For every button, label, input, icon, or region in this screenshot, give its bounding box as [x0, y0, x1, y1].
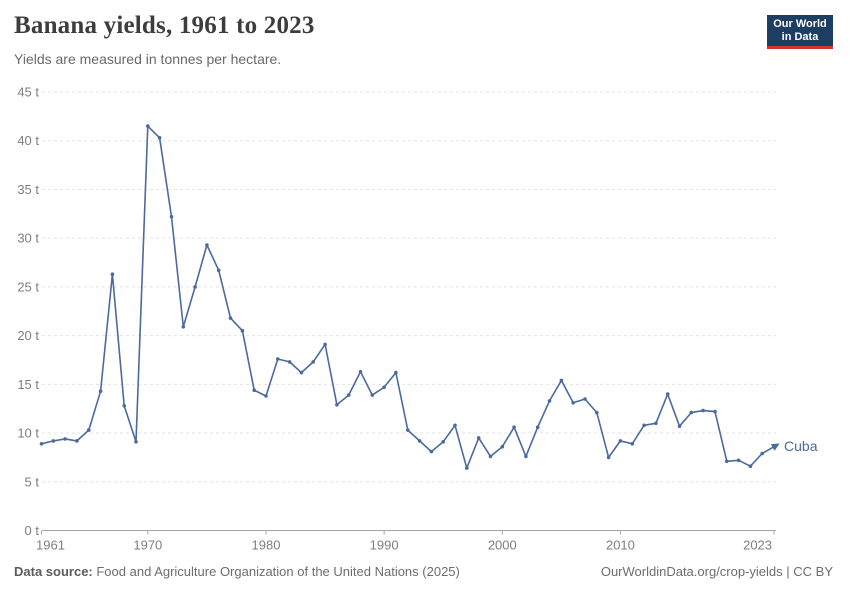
data-point[interactable]	[287, 360, 292, 364]
data-point[interactable]	[323, 342, 327, 347]
data-point[interactable]	[181, 325, 186, 329]
data-point[interactable]	[146, 124, 150, 128]
data-point[interactable]	[335, 403, 339, 407]
data-point[interactable]	[535, 425, 540, 430]
line-chart-plot[interactable]: 0 t 5 t 10 t 15 t 20 t 25 t 30 t 35 t 40 t 45 t 19…	[0, 78, 850, 560]
data-point[interactable]	[406, 428, 410, 432]
data-point[interactable]	[98, 389, 103, 394]
data-point[interactable]	[713, 409, 717, 414]
data-point[interactable]	[63, 437, 67, 441]
owid-logo[interactable]: Our World in Data	[767, 15, 833, 49]
footer-credit-link[interactable]: OurWorldinData.org/crop-yields | CC BY	[600, 564, 833, 579]
data-point[interactable]	[417, 439, 422, 443]
data-point[interactable]	[264, 394, 268, 398]
y-tick-label: 45 t	[17, 85, 39, 100]
data-point[interactable]	[524, 454, 528, 459]
chart-subtitle: Yields are measured in tonnes per hectar…	[14, 51, 282, 67]
data-point[interactable]	[476, 436, 481, 440]
x-tick-label: 2023	[743, 538, 772, 553]
data-point[interactable]	[394, 370, 398, 375]
x-tick-label: 2010	[606, 538, 635, 553]
data-point[interactable]	[512, 425, 516, 430]
data-point[interactable]	[110, 272, 115, 276]
owid-logo-line2: in Data	[781, 30, 819, 43]
data-point[interactable]	[701, 408, 705, 413]
data-point[interactable]	[311, 360, 316, 364]
data-point[interactable]	[571, 401, 575, 405]
data-point[interactable]	[559, 378, 564, 383]
y-tick-label: 20 t	[17, 328, 39, 343]
data-point[interactable]	[134, 440, 138, 444]
data-point[interactable]	[748, 464, 753, 469]
data-point[interactable]	[677, 424, 682, 429]
data-point[interactable]	[488, 454, 493, 459]
data-point[interactable]	[736, 458, 741, 463]
y-tick-label: 30 t	[17, 231, 39, 246]
data-point[interactable]	[252, 388, 256, 393]
owid-logo-line1: Our World	[773, 17, 827, 30]
footer-source-label: Data source:	[14, 564, 93, 579]
data-point[interactable]	[205, 243, 209, 247]
data-point[interactable]	[465, 466, 469, 470]
data-point[interactable]	[358, 369, 363, 374]
data-point[interactable]	[157, 136, 162, 140]
y-tick-label: 25 t	[17, 279, 39, 294]
y-tick-label: 10 t	[17, 426, 39, 441]
x-tick-label: 1980	[252, 538, 281, 553]
data-point[interactable]	[689, 410, 694, 415]
data-point[interactable]	[606, 455, 611, 460]
data-point[interactable]	[500, 444, 505, 449]
x-tick-label: 1970	[133, 538, 162, 553]
x-tick-label: 1961	[36, 538, 65, 553]
data-point[interactable]	[583, 397, 587, 401]
data-point[interactable]	[216, 268, 221, 273]
entity-label-cuba[interactable]: Cuba	[784, 438, 818, 454]
data-point[interactable]	[441, 440, 446, 444]
data-point[interactable]	[346, 393, 351, 397]
data-point[interactable]	[276, 357, 280, 361]
data-point[interactable]	[51, 439, 56, 443]
y-tick-label: 35 t	[17, 182, 39, 197]
data-point[interactable]	[595, 410, 599, 415]
data-point[interactable]	[370, 393, 375, 397]
data-point[interactable]	[547, 399, 552, 403]
data-point[interactable]	[654, 421, 658, 426]
data-point[interactable]	[665, 392, 670, 396]
y-tick-label: 5 t	[25, 474, 40, 489]
data-point[interactable]	[760, 451, 764, 456]
y-tick-label: 40 t	[17, 133, 39, 148]
line-end-arrow-icon	[770, 443, 780, 451]
data-point[interactable]	[429, 449, 434, 454]
data-point[interactable]	[618, 439, 623, 443]
data-point[interactable]	[87, 428, 91, 432]
y-tick-label: 15 t	[17, 377, 39, 392]
data-point[interactable]	[193, 285, 197, 289]
footer-data-source: Data source: Food and Agriculture Organi…	[14, 564, 460, 579]
series-line-cuba[interactable]	[40, 125, 775, 469]
footer-source-text: Food and Agriculture Organization of the…	[92, 564, 460, 579]
data-point[interactable]	[725, 459, 729, 464]
x-tick-label: 2000	[488, 538, 517, 553]
data-point[interactable]	[453, 423, 457, 428]
data-point[interactable]	[228, 316, 233, 320]
data-point[interactable]	[382, 385, 386, 390]
data-point[interactable]	[630, 442, 635, 446]
data-point[interactable]	[122, 404, 126, 408]
data-point[interactable]	[39, 442, 44, 446]
chart-title: Banana yields, 1961 to 2023	[14, 12, 315, 39]
data-point[interactable]	[169, 214, 174, 219]
data-point[interactable]	[240, 328, 245, 333]
y-tick-label: 0 t	[25, 523, 40, 538]
x-tick-label: 1990	[370, 538, 399, 553]
data-point[interactable]	[299, 370, 304, 375]
data-point[interactable]	[642, 423, 646, 428]
data-point[interactable]	[75, 439, 79, 443]
